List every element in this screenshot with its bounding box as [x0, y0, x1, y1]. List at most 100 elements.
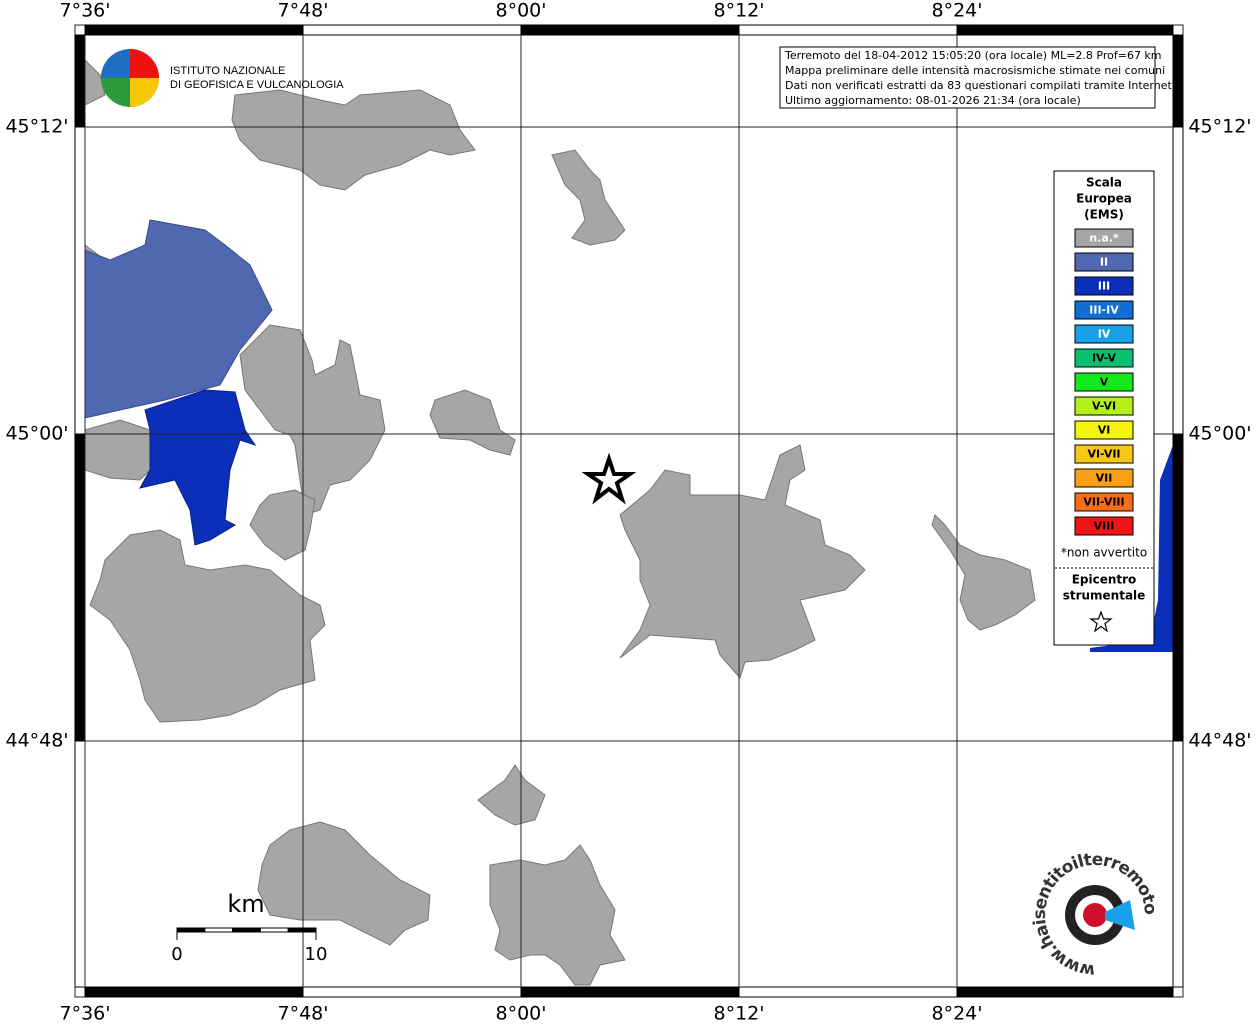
frame-bar — [74, 433, 86, 742]
frame-bar — [738, 24, 958, 36]
longitude-label: 8°12' — [714, 0, 765, 22]
watermark-logo: www.haisentitoilterremoto.it — [0, 0, 1160, 980]
frame-bar — [302, 24, 522, 36]
legend-label: VI — [1098, 424, 1111, 437]
municipality — [477, 764, 546, 826]
municipality — [489, 844, 626, 986]
longitude-label: 8°24' — [932, 1003, 983, 1024]
legend-label: V — [1100, 376, 1109, 389]
watermark-text: www.haisentitoilterremoto.it — [0, 0, 1160, 980]
legend-label: III — [1098, 280, 1110, 293]
longitude-label: 8°00' — [496, 1003, 547, 1024]
info-line: Mappa preliminare delle intensità macros… — [785, 64, 1165, 77]
scale-segment — [204, 927, 234, 933]
ingv-logo: ISTITUTO NAZIONALE DI GEOFISICA E VULCAN… — [101, 49, 344, 107]
info-line: Dati non verificati estratti da 83 quest… — [785, 79, 1175, 92]
latitude-label: 45°12' — [5, 116, 68, 138]
legend-star — [1089, 610, 1113, 633]
legend-label: VII-VIII — [1083, 496, 1124, 509]
logo-text: ISTITUTO NAZIONALE — [170, 65, 285, 77]
legend-epicenter: strumentale — [1063, 589, 1146, 603]
legend: ScalaEuropea(EMS)n.a.*IIIIIIII-IVIVIV-VV… — [1055, 176, 1153, 633]
logo-text: DI GEOFISICA E VULCANOLOGIA — [170, 79, 344, 91]
latitude-label: 45°00' — [5, 423, 68, 445]
intensity-ii-area — [84, 219, 273, 419]
longitude-label: 8°24' — [932, 0, 983, 22]
municipality — [239, 324, 386, 516]
legend-label: VII — [1096, 472, 1113, 485]
legend-epicenter: Epicentro — [1072, 573, 1137, 587]
frame-bar — [1172, 740, 1184, 988]
legend-title: (EMS) — [1084, 208, 1124, 222]
frame-bar — [74, 740, 86, 988]
graticule: 7°36' 7°36' 7°48' 7°48' 8°00' 8°00' 8°12' 8°12'… — [5, 0, 1251, 1024]
municipality — [429, 389, 516, 456]
municipality — [249, 489, 316, 561]
legend-swatch — [1074, 420, 1134, 440]
legend-swatch — [1074, 396, 1134, 416]
scale-bar: km 0 10 — [171, 890, 327, 965]
legend-label: IV — [1098, 328, 1111, 341]
info-box — [779, 46, 1156, 109]
legend-swatch — [1074, 276, 1134, 296]
watermark-beam — [1105, 900, 1135, 930]
frame-bar — [84, 24, 304, 36]
logo-segment — [130, 78, 159, 107]
municipality — [231, 89, 476, 191]
longitude-label: 7°48' — [278, 0, 329, 22]
intensity-iii-area — [1090, 445, 1173, 652]
frame-bar — [956, 986, 1174, 998]
municipality — [257, 821, 431, 946]
intensity-iii-area — [139, 389, 257, 546]
frame-bar — [520, 24, 740, 36]
info-line: Terremoto del 18-04-2012 15:05:20 (ora l… — [784, 49, 1162, 62]
municipality — [84, 419, 151, 481]
legend-note: *non avvertito — [1061, 546, 1147, 560]
frame-bar — [84, 986, 304, 998]
legend-title: Europea — [1076, 192, 1132, 206]
municipality — [931, 514, 1036, 631]
legend-label: III-IV — [1089, 304, 1119, 317]
scale-segment — [259, 927, 289, 933]
scale-label: 10 — [305, 944, 328, 965]
info-text: Terremoto del 18-04-2012 15:05:20 (ora l… — [784, 49, 1175, 107]
epicenter-star — [581, 452, 637, 505]
frame-bar — [520, 986, 740, 998]
legend-title: Scala — [1086, 176, 1122, 190]
longitude-label: 8°12' — [714, 1003, 765, 1024]
scale-label: 0 — [171, 944, 182, 965]
legend-swatch — [1074, 444, 1134, 464]
latitude-label: 44°48' — [1188, 730, 1251, 752]
frame-bar — [1172, 433, 1184, 742]
info-line: Ultimo aggiornamento: 08-01-2026 21:34 (… — [785, 94, 1081, 107]
latitude-label: 45°00' — [1188, 423, 1251, 445]
municipality — [619, 444, 866, 680]
legend-swatch — [1074, 324, 1134, 344]
logo-segment — [101, 49, 130, 78]
legend-label: V-VI — [1092, 400, 1116, 413]
legend-label: VIII — [1094, 520, 1115, 533]
legend-swatch — [1074, 492, 1134, 512]
legend-swatch — [1074, 516, 1134, 536]
legend-label: VI-VII — [1087, 448, 1120, 461]
legend-swatch — [1074, 252, 1134, 272]
frame-bar — [956, 24, 1174, 36]
municipality — [551, 149, 626, 246]
legend-swatch — [1074, 372, 1134, 392]
logo-segment — [130, 49, 159, 78]
latitude-label: 45°12' — [1188, 116, 1251, 138]
latitude-label: 44°48' — [5, 730, 68, 752]
longitude-label: 8°00' — [496, 0, 547, 22]
frame-bar — [74, 126, 86, 435]
frame-bar — [302, 986, 522, 998]
watermark-text: www.haisentitoilterremoto.it — [0, 0, 1160, 980]
scale-segment — [176, 927, 206, 933]
scale-segment — [232, 927, 261, 933]
legend-swatch — [1074, 300, 1134, 320]
legend-label: IV-V — [1092, 352, 1117, 365]
frame-bar — [738, 986, 958, 998]
legend-label: II — [1100, 256, 1108, 269]
longitude-label: 7°36' — [60, 0, 111, 22]
longitude-label: 7°36' — [60, 1003, 111, 1024]
